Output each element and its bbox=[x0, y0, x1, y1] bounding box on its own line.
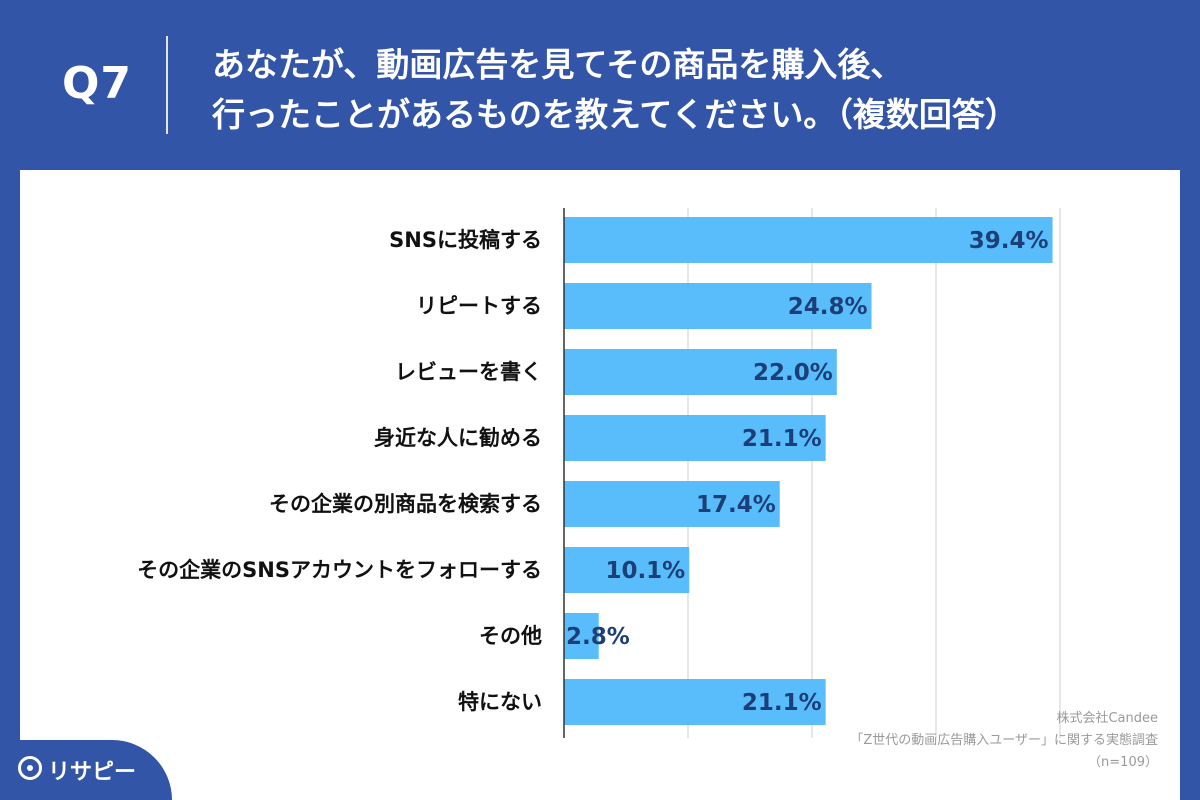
question-number: Q7 bbox=[62, 58, 133, 109]
bar bbox=[564, 283, 872, 329]
bar bbox=[564, 349, 837, 395]
value-label: 21.1% bbox=[742, 426, 822, 452]
value-label: 22.0% bbox=[753, 360, 833, 386]
value-label: 24.8% bbox=[788, 294, 868, 320]
question-line-2: 行ったことがあるものを教えてください。（複数回答） bbox=[212, 95, 1018, 134]
bar bbox=[564, 217, 1053, 263]
bar bbox=[564, 547, 690, 593]
value-label: 17.4% bbox=[696, 492, 776, 518]
bar bbox=[564, 613, 599, 659]
question-text: あなたが、動画広告を見てその商品を購入後、 行ったことがあるものを教えてください… bbox=[212, 40, 1172, 140]
category-label: その企業の別商品を検索する bbox=[269, 492, 542, 516]
source-sample-size: （n=109） bbox=[1088, 755, 1158, 770]
category-label: レビューを書く bbox=[395, 360, 542, 384]
bar-chart: SNSに投稿する 39.4% リピートする 24.8% レビューを書く 22.0% 身近な人… bbox=[137, 208, 1061, 738]
question-line-1: あなたが、動画広告を見てその商品を購入後、 bbox=[212, 45, 904, 84]
logo-text: リサピー bbox=[48, 760, 137, 785]
bar bbox=[564, 415, 826, 461]
bar bbox=[564, 481, 780, 527]
category-label: その企業のSNSアカウントをフォローする bbox=[137, 558, 542, 582]
category-label: リピートする bbox=[416, 294, 542, 318]
value-label: 10.1% bbox=[605, 558, 685, 584]
category-label: その他 bbox=[479, 624, 542, 648]
pin-icon bbox=[18, 756, 42, 780]
value-label: 21.1% bbox=[742, 690, 822, 716]
source-note: 株式会社Candee 「Z世代の動画広告購入ユーザー」に関する実態調査 （n=1… bbox=[850, 708, 1158, 774]
header: Q7 あなたが、動画広告を見てその商品を購入後、 行ったことがあるものを教えてく… bbox=[0, 0, 1200, 170]
category-label: SNSに投稿する bbox=[389, 228, 542, 252]
source-company: 株式会社Candee bbox=[1056, 711, 1158, 726]
header-divider bbox=[166, 36, 168, 134]
chart-panel: SNSに投稿する 39.4% リピートする 24.8% レビューを書く 22.0% 身近な人… bbox=[20, 170, 1180, 800]
source-survey: 「Z世代の動画広告購入ユーザー」に関する実態調査 bbox=[850, 733, 1158, 748]
category-label: 身近な人に勧める bbox=[374, 426, 542, 450]
value-label: 2.8% bbox=[566, 624, 630, 650]
bar bbox=[564, 679, 826, 725]
value-label: 39.4% bbox=[969, 228, 1049, 254]
logo: リサピー bbox=[0, 740, 172, 800]
category-label: 特にない bbox=[458, 690, 542, 714]
